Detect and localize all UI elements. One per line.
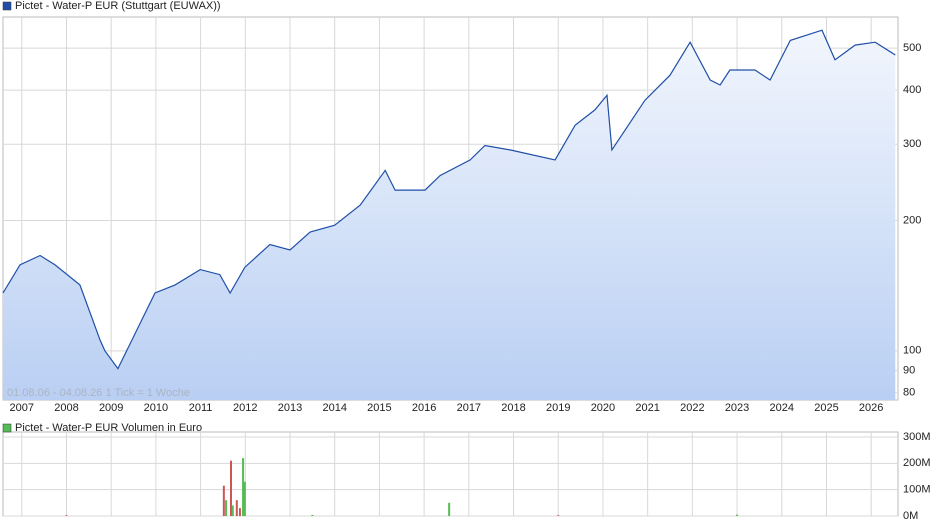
x-tick-label: 2011 (189, 402, 213, 414)
y-tick-label: 100M (903, 484, 931, 496)
x-tick-label: 2024 (770, 402, 794, 414)
y-tick-label: 200M (903, 457, 931, 469)
legend-label: Pictet - Water-P EUR (Stuttgart (EUWAX)) (15, 0, 221, 12)
volume-bar (243, 481, 246, 516)
y-tick-label: 500 (903, 42, 921, 54)
y-tick-label: 100 (903, 345, 921, 357)
volume-bar (222, 485, 225, 516)
x-tick-label: 2025 (814, 402, 838, 414)
annotation: 01.08.06 - 04.08.26 1 Tick = 1 Woche (7, 387, 190, 399)
volume-bar (448, 502, 451, 516)
x-tick-label: 2022 (680, 402, 704, 414)
y-tick-label: 0M (903, 510, 918, 522)
x-tick-label: 2013 (278, 402, 302, 414)
x-tick-label: 2012 (233, 402, 257, 414)
x-tick-label: 2014 (322, 402, 346, 414)
y-tick-label: 200 (903, 214, 921, 226)
volume-bar (225, 500, 228, 516)
legend-swatch (2, 423, 12, 433)
volume-bar (557, 515, 560, 516)
volume-bar (242, 458, 245, 516)
x-tick-label: 2023 (725, 402, 749, 414)
volume-bar (65, 515, 68, 516)
price-line (2, 29, 896, 370)
x-tick-label: 2020 (591, 402, 615, 414)
legend-swatch (2, 1, 12, 11)
volume-bar (311, 514, 314, 516)
x-tick-label: 2018 (501, 402, 525, 414)
y-tick-label: 300 (903, 138, 921, 150)
volume-bar (229, 460, 232, 516)
y-tick-label: 300M (903, 431, 931, 443)
y-tick-label: 400 (903, 84, 921, 96)
x-tick-label: 2017 (457, 402, 481, 414)
x-tick-label: 2015 (367, 402, 391, 414)
y-tick-label: 80 (903, 387, 915, 399)
x-tick-label: 2008 (54, 402, 78, 414)
x-tick-label: 2016 (412, 402, 436, 414)
volume-bar (238, 508, 241, 516)
x-tick-label: 2007 (10, 402, 34, 414)
legend-label: Pictet - Water-P EUR Volumen in Euro (15, 422, 202, 434)
x-tick-label: 2019 (546, 402, 570, 414)
plot-frame (2, 431, 899, 517)
x-tick-label: 2021 (635, 402, 659, 414)
x-tick-label: 2026 (859, 402, 883, 414)
price-area (3, 30, 896, 400)
volume-bar (231, 505, 234, 516)
volume-bar (235, 500, 238, 516)
volume-bar (736, 514, 739, 516)
x-tick-label: 2009 (99, 402, 123, 414)
y-tick-label: 90 (903, 365, 915, 377)
x-tick-label: 2010 (144, 402, 168, 414)
